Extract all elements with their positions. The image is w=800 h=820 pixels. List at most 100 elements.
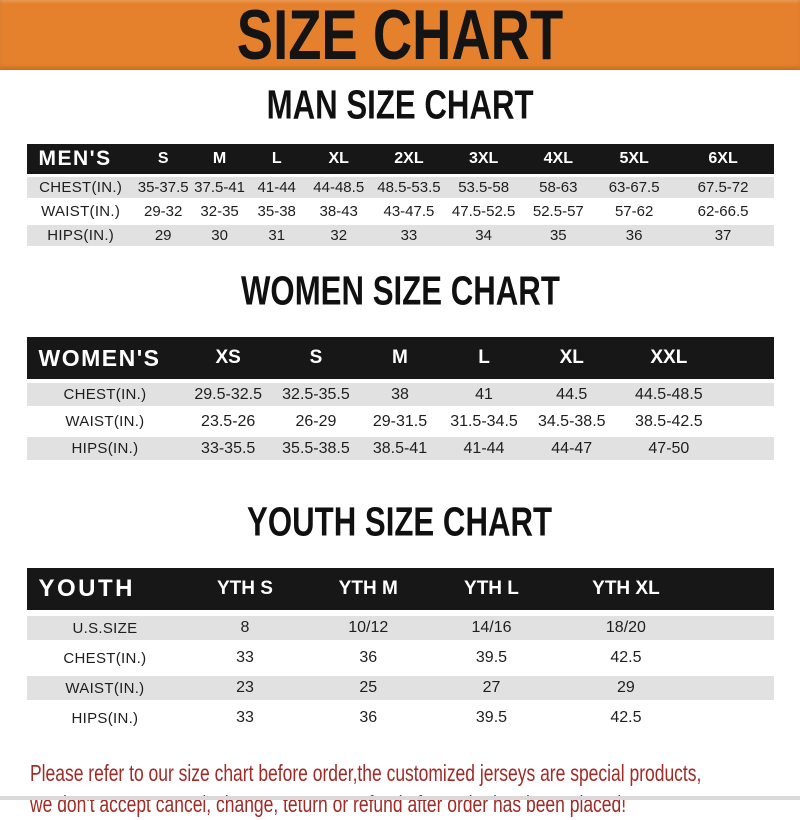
measurement-row: HIPS(IN.) 29 30 31 32 33 34 35 36 37 — [26, 225, 774, 246]
size-value-cell: 43-47.5 — [371, 201, 447, 222]
order-notice-line2: we don't accept cancel, change, teturn o… — [30, 791, 627, 817]
measurement-row: WAIST(IN.) 23.5-26 26-29 29-31.5 31.5-34.5 34… — [26, 410, 774, 433]
size-value-cell: 33 — [183, 706, 307, 730]
row-filler-cell — [698, 676, 774, 700]
size-value-cell: 37.5-41 — [191, 177, 248, 198]
measurement-row-label: CHEST(IN.) — [26, 646, 184, 670]
size-value-cell: 44-47 — [526, 437, 617, 460]
youth-size-table: YOUTH YTH S YTH M YTH L YTH XL U.S.SIZE 8 10/12… — [26, 562, 774, 736]
size-value-cell: 31 — [247, 225, 306, 246]
size-column-header: 3XL — [446, 144, 521, 174]
size-value-cell: 36 — [595, 225, 673, 246]
size-value-cell: 44.5-48.5 — [616, 383, 722, 406]
measurement-row-label: HIPS(IN.) — [26, 706, 184, 730]
size-value-cell: 23.5-26 — [183, 410, 273, 433]
size-value-cell: 37 — [672, 225, 774, 246]
size-column-header: S — [273, 337, 359, 379]
size-value-cell: 8 — [183, 616, 307, 640]
table-corner-label: MEN'S — [26, 144, 135, 174]
size-value-cell: 14/16 — [429, 616, 554, 640]
measurement-row-label: CHEST(IN.) — [26, 177, 135, 198]
size-value-cell: 29 — [553, 676, 699, 700]
men-size-section: MAN SIZE CHART MEN'S S M L XL 2XL 3XL 4XL 5XL 6XL… — [0, 85, 800, 249]
row-filler-cell — [721, 437, 774, 460]
size-value-cell: 38.5-42.5 — [616, 410, 722, 433]
size-column-header: 4XL — [520, 144, 596, 174]
size-value-cell: 29-32 — [134, 201, 192, 222]
size-value-cell: 18/20 — [553, 616, 699, 640]
table-corner-label: WOMEN'S — [26, 337, 184, 379]
size-chart-banner-title: SIZE CHART — [236, 0, 564, 75]
measurement-row-label: WAIST(IN.) — [26, 410, 184, 433]
size-column-header: 2XL — [371, 144, 447, 174]
measurement-row-label: U.S.SIZE — [26, 616, 184, 640]
measurement-row: CHEST(IN.) 35-37.5 37.5-41 41-44 44-48.5 48.5… — [26, 177, 774, 198]
measurement-row: HIPS(IN.) 33 36 39.5 42.5 — [26, 706, 774, 730]
size-value-cell: 47-50 — [616, 437, 722, 460]
size-value-cell: 30 — [191, 225, 248, 246]
row-filler-cell — [698, 616, 774, 640]
measurement-row: CHEST(IN.) 29.5-32.5 32.5-35.5 38 41 44.5 44.5… — [26, 383, 774, 406]
size-value-cell: 25 — [306, 676, 430, 700]
measurement-row: HIPS(IN.) 33-35.5 35.5-38.5 38.5-41 41-44 44-… — [26, 437, 774, 460]
size-value-cell: 62-66.5 — [672, 201, 774, 222]
size-value-cell: 53.5-58 — [446, 177, 521, 198]
size-value-cell: 35-38 — [247, 201, 306, 222]
size-header-row: WOMEN'S XS S M L XL XXL — [26, 337, 774, 379]
size-value-cell: 48.5-53.5 — [371, 177, 447, 198]
measurement-row: WAIST(IN.) 29-32 32-35 35-38 38-43 43-47.5 47.… — [26, 201, 774, 222]
row-filler-cell — [721, 383, 774, 406]
size-value-cell: 35-37.5 — [134, 177, 192, 198]
size-value-cell: 44.5 — [526, 383, 617, 406]
size-column-header: YTH XL — [553, 568, 699, 610]
size-value-cell: 35.5-38.5 — [273, 437, 359, 460]
header-filler-cell — [721, 337, 774, 379]
measurement-row-label: CHEST(IN.) — [26, 383, 184, 406]
size-value-cell: 63-67.5 — [595, 177, 673, 198]
measurement-row-label: HIPS(IN.) — [26, 225, 135, 246]
size-value-cell: 47.5-52.5 — [446, 201, 521, 222]
bottom-edge-strip — [0, 796, 800, 800]
size-header-row: YOUTH YTH S YTH M YTH L YTH XL — [26, 568, 774, 610]
men-section-title: MAN SIZE CHART — [0, 85, 800, 131]
women-section-title: WOMEN SIZE CHART — [0, 271, 800, 317]
size-value-cell: 39.5 — [429, 706, 554, 730]
size-value-cell: 26-29 — [273, 410, 359, 433]
size-value-cell: 23 — [183, 676, 307, 700]
women-section-title-text: WOMEN SIZE CHART — [240, 268, 560, 314]
size-column-header: XXL — [616, 337, 722, 379]
size-value-cell: 35 — [520, 225, 596, 246]
measurement-row-label: HIPS(IN.) — [26, 437, 184, 460]
size-column-header: S — [134, 144, 192, 174]
size-column-header: YTH S — [183, 568, 307, 610]
size-column-header: L — [247, 144, 306, 174]
measurement-row-label: WAIST(IN.) — [26, 676, 184, 700]
size-value-cell: 33-35.5 — [183, 437, 273, 460]
row-filler-cell — [721, 410, 774, 433]
order-notice-line1: Please refer to our size chart before or… — [30, 760, 702, 786]
size-value-cell: 32-35 — [191, 201, 248, 222]
size-value-cell: 52.5-57 — [520, 201, 596, 222]
size-column-header: M — [191, 144, 248, 174]
size-column-header: L — [441, 337, 527, 379]
size-value-cell: 41-44 — [441, 437, 527, 460]
size-column-header: 5XL — [595, 144, 673, 174]
size-value-cell: 34 — [446, 225, 521, 246]
youth-section-title: YOUTH SIZE CHART — [0, 502, 800, 548]
size-column-header: XL — [305, 144, 372, 174]
measurement-row: U.S.SIZE 8 10/12 14/16 18/20 — [26, 616, 774, 640]
youth-section-title-text: YOUTH SIZE CHART — [247, 499, 553, 545]
men-section-title-text: MAN SIZE CHART — [266, 82, 534, 128]
measurement-row: WAIST(IN.) 23 25 27 29 — [26, 676, 774, 700]
size-header-row: MEN'S S M L XL 2XL 3XL 4XL 5XL 6XL — [26, 144, 774, 174]
size-value-cell: 38 — [358, 383, 442, 406]
size-value-cell: 31.5-34.5 — [441, 410, 527, 433]
youth-size-section: YOUTH SIZE CHART YOUTH YTH S YTH M YTH L YTH… — [0, 502, 800, 736]
size-value-cell: 38-43 — [305, 201, 372, 222]
order-notice: Please refer to our size chart before or… — [30, 758, 800, 820]
table-corner-label: YOUTH — [26, 568, 184, 610]
header-filler-cell — [698, 568, 774, 610]
women-size-table: WOMEN'S XS S M L XL XXL CHEST(IN.) 29.5-32.5 32.5… — [26, 333, 774, 464]
size-value-cell: 34.5-38.5 — [526, 410, 617, 433]
size-column-header: M — [358, 337, 442, 379]
